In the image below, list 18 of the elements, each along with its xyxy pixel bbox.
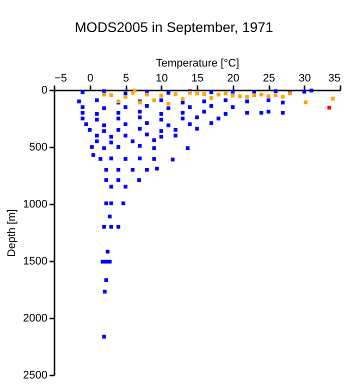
x-tick-label: 0 bbox=[87, 72, 94, 84]
x-tick-label: 25 bbox=[262, 72, 276, 84]
x-axis-title: Temperature [°C] bbox=[156, 58, 240, 70]
y-tick-label: 2000 bbox=[23, 312, 48, 324]
y-tick-label: 2500 bbox=[23, 370, 48, 382]
x-tick-label: 15 bbox=[191, 72, 204, 84]
x-tick-label: 5 bbox=[122, 72, 130, 84]
x-tick-label: 20 bbox=[227, 72, 240, 84]
y-tick-label: 1000 bbox=[23, 198, 48, 210]
y-tick-label: 1500 bbox=[23, 256, 48, 268]
x-tick-label: 10 bbox=[156, 72, 168, 84]
x-tick-label: −5 bbox=[54, 72, 68, 84]
y-axis-title: Depth [m] bbox=[6, 209, 18, 257]
chart-title: MODS2005 in September, 1971 bbox=[74, 19, 274, 35]
x-tick-label: 30 bbox=[298, 72, 311, 84]
x-tick-label: 35 bbox=[328, 72, 340, 84]
y-tick-label: 0 bbox=[41, 84, 48, 96]
y-tick-label: 500 bbox=[29, 142, 48, 154]
